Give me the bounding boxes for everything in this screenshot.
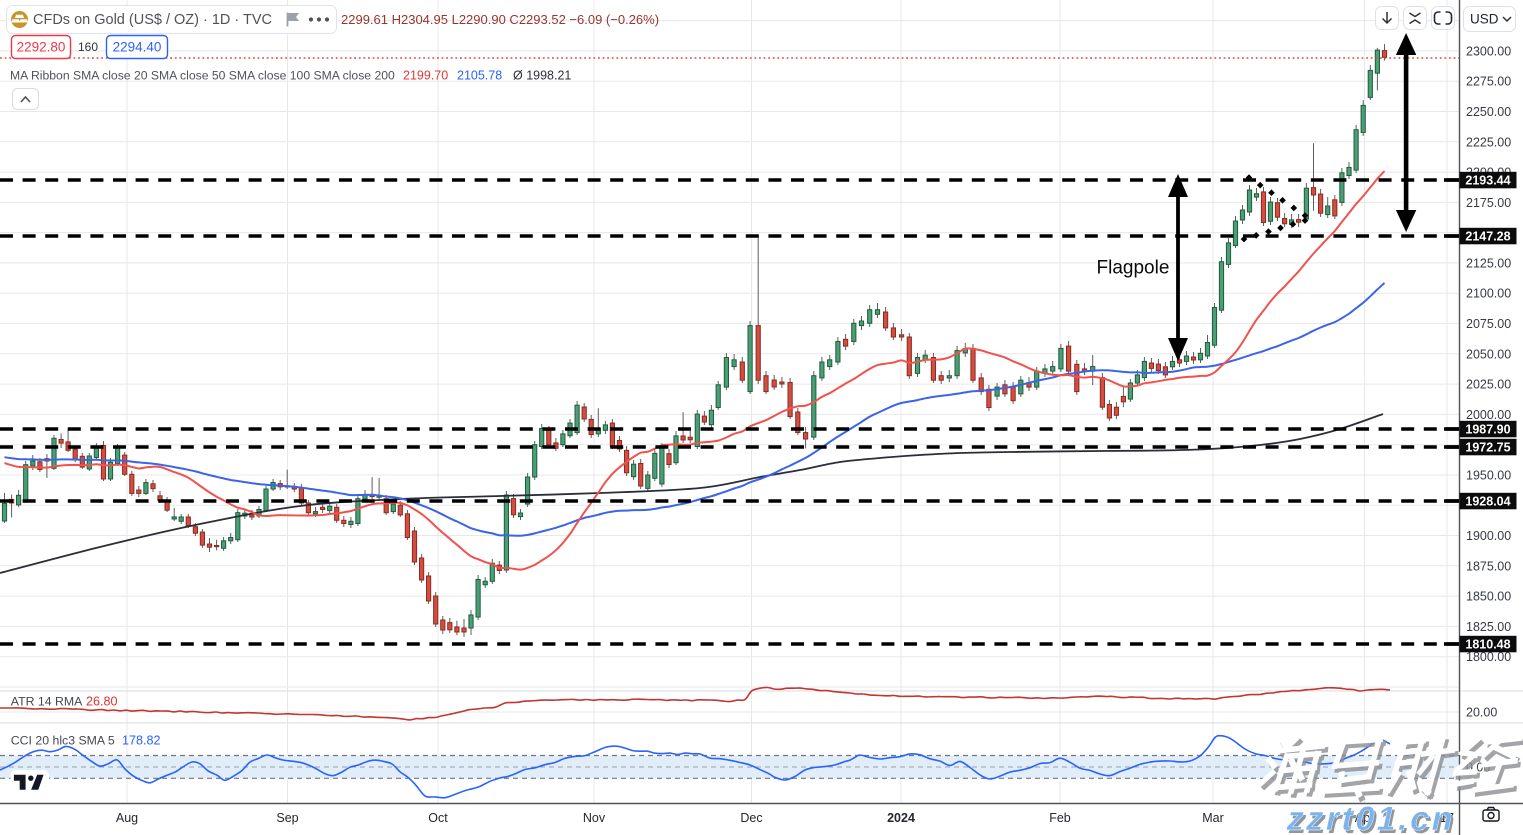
svg-text:1850.00: 1850.00 [1466, 590, 1511, 604]
svg-text:2105.78: 2105.78 [457, 69, 502, 83]
svg-text:Apr: Apr [1355, 811, 1374, 825]
svg-text:CCI 20 hlc3 SMA 5: CCI 20 hlc3 SMA 5 [11, 734, 115, 748]
svg-text:2175.00: 2175.00 [1466, 196, 1511, 210]
svg-text:1875.00: 1875.00 [1466, 559, 1511, 573]
svg-text:1987.90: 1987.90 [1465, 423, 1510, 437]
svg-text:2147.28: 2147.28 [1465, 230, 1510, 244]
svg-text:2299.61 H2304.95 L2290.90 C229: 2299.61 H2304.95 L2290.90 C2293.52 −6.09… [341, 12, 659, 27]
svg-text:1950.00: 1950.00 [1466, 469, 1511, 483]
svg-text:1810.48: 1810.48 [1465, 638, 1510, 652]
svg-text:2275.00: 2275.00 [1466, 75, 1511, 89]
svg-text:1928.04: 1928.04 [1465, 495, 1510, 509]
svg-text:2100.00: 2100.00 [1466, 287, 1511, 301]
svg-text:178.82: 178.82 [122, 734, 161, 748]
svg-text:2294.40: 2294.40 [113, 40, 162, 55]
svg-text:1800.00: 1800.00 [1466, 650, 1511, 664]
svg-text:MA Ribbon SMA close 20 SMA clo: MA Ribbon SMA close 20 SMA close 50 SMA … [10, 69, 395, 83]
svg-text:Aug: Aug [116, 811, 138, 825]
svg-text:2125.00: 2125.00 [1466, 256, 1511, 270]
svg-text:zzrt01.cn: zzrt01.cn [1286, 803, 1462, 835]
svg-text:2024: 2024 [887, 811, 915, 825]
svg-text:Oct: Oct [428, 811, 448, 825]
svg-text:zzrt01.cn: zzrt01.cn [1283, 800, 1459, 835]
svg-text:USD: USD [1470, 12, 1499, 27]
svg-text:1972.75: 1972.75 [1465, 441, 1510, 455]
svg-text:17: 17 [1440, 811, 1454, 825]
svg-text:2193.44: 2193.44 [1465, 174, 1510, 188]
svg-text:26.80: 26.80 [86, 695, 118, 709]
svg-text:Dec: Dec [740, 811, 762, 825]
svg-text:2050.00: 2050.00 [1466, 347, 1511, 361]
svg-text:2199.70: 2199.70 [403, 69, 448, 83]
svg-text:Sep: Sep [276, 811, 298, 825]
svg-text:Nov: Nov [583, 811, 606, 825]
svg-text:Ø 1998.21: Ø 1998.21 [513, 69, 571, 83]
svg-text:ATR 14 RMA: ATR 14 RMA [11, 695, 83, 709]
svg-text:1825.00: 1825.00 [1466, 620, 1511, 634]
svg-text:2292.80: 2292.80 [17, 40, 66, 55]
svg-text:20.00: 20.00 [1466, 706, 1497, 720]
svg-text:CFDs on Gold (US$ / OZ) · 1D ·: CFDs on Gold (US$ / OZ) · 1D · TVC [33, 12, 272, 28]
svg-text:2000.00: 2000.00 [1466, 408, 1511, 422]
svg-text:2300.00: 2300.00 [1466, 44, 1511, 58]
svg-text:2225.00: 2225.00 [1466, 135, 1511, 149]
svg-text:Feb: Feb [1049, 811, 1071, 825]
svg-text:2075.00: 2075.00 [1466, 317, 1511, 331]
svg-text:Flagpole: Flagpole [1097, 258, 1170, 279]
svg-text:160: 160 [78, 40, 98, 54]
svg-text:Mar: Mar [1202, 811, 1224, 825]
svg-text:2025.00: 2025.00 [1466, 378, 1511, 392]
svg-text:2250.00: 2250.00 [1466, 105, 1511, 119]
svg-text:1900.00: 1900.00 [1466, 529, 1511, 543]
